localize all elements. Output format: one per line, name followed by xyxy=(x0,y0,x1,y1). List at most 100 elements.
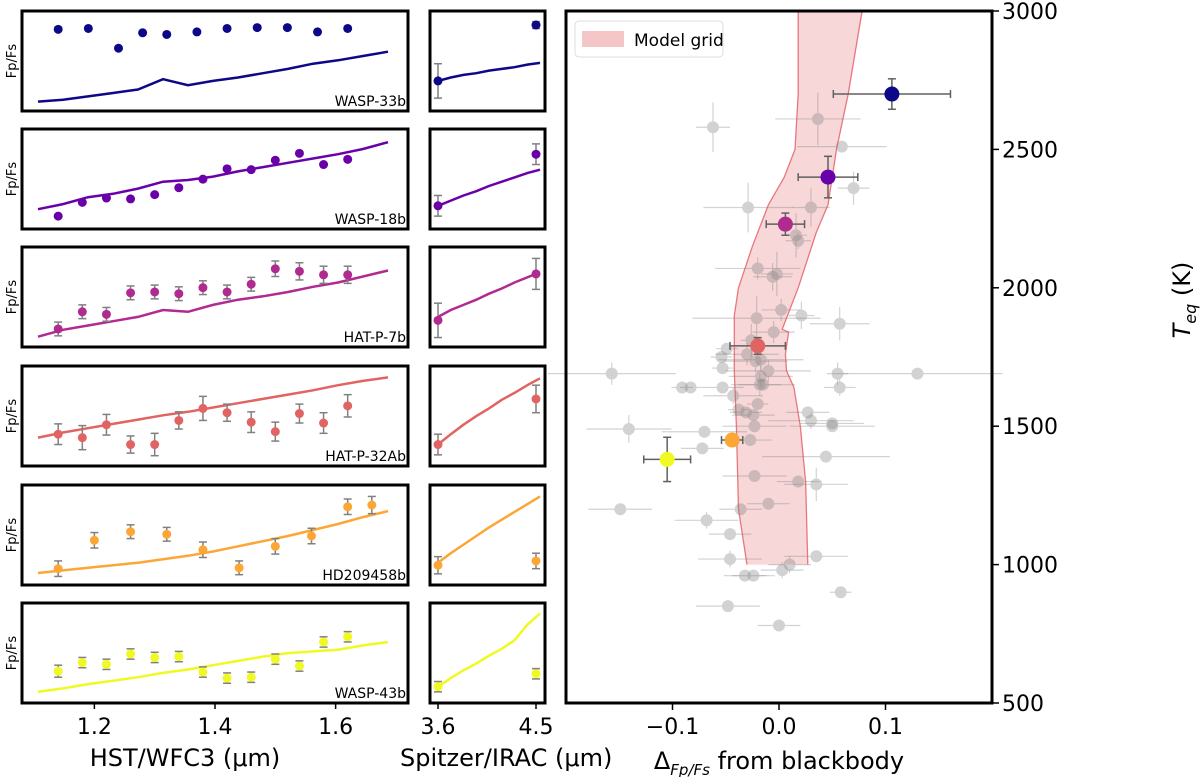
hst-data-point xyxy=(77,433,87,443)
spitzer-x-tick-label: 4.5 xyxy=(519,715,554,740)
hst-data-point xyxy=(319,637,329,647)
hst-data-point xyxy=(294,266,304,276)
hst-model-line xyxy=(37,509,389,575)
hst-x-tick-label: 1.6 xyxy=(318,715,353,740)
point-marker xyxy=(762,497,775,510)
point-marker xyxy=(721,600,734,613)
hst-data-point xyxy=(150,190,160,200)
background-point xyxy=(701,381,744,394)
hst-data-point xyxy=(270,541,280,551)
hst-data-point xyxy=(367,500,377,510)
background-point xyxy=(731,378,795,391)
hst-data-point xyxy=(138,28,148,38)
background-point xyxy=(747,497,790,510)
hst-data-point xyxy=(150,652,160,662)
highlight-point-wasp-43b xyxy=(642,436,692,483)
hst-panel-frame xyxy=(20,483,410,587)
spitzer-x-axis-label: Spitzer/IRAC (μm) xyxy=(400,744,612,772)
hst-data-point xyxy=(313,27,323,37)
spitzer-model-line xyxy=(437,495,541,564)
point-marker xyxy=(831,367,844,380)
highlight-point-hat-p-32ab xyxy=(729,336,787,355)
hst-model-line xyxy=(37,269,389,338)
x-tick-label: 0.0 xyxy=(762,715,797,740)
point-marker xyxy=(724,432,740,448)
hst-data-point xyxy=(319,418,329,428)
hst-data-point xyxy=(198,667,208,677)
point-marker xyxy=(811,112,824,125)
hst-data-point xyxy=(222,164,232,174)
background-point xyxy=(830,586,852,599)
y-axis-label: Fp/Fs xyxy=(5,44,20,79)
y-axis-ticks: 500 1000 1500 2000 2500 3000 xyxy=(992,0,1058,717)
spitzer-data-point xyxy=(531,149,541,159)
background-point xyxy=(788,301,815,330)
background-point xyxy=(826,362,849,385)
background-point xyxy=(728,365,793,388)
point-marker xyxy=(762,364,775,377)
background-point xyxy=(753,262,792,291)
hst-data-point xyxy=(222,673,232,683)
legend-label-model-grid: Model grid xyxy=(634,31,724,51)
background-point xyxy=(784,467,849,501)
background-point xyxy=(692,296,821,341)
background-point xyxy=(832,367,1003,380)
background-point xyxy=(723,569,767,582)
background-point xyxy=(757,619,801,632)
legend-box xyxy=(574,20,724,58)
hst-data-point xyxy=(307,531,316,541)
point-marker xyxy=(767,326,780,339)
hst-data-point xyxy=(126,440,136,450)
hst-data-point xyxy=(234,563,244,573)
hst-data-point xyxy=(101,309,111,319)
hst-data-point xyxy=(319,160,329,170)
hst-data-point xyxy=(126,527,136,537)
hst-data-point xyxy=(246,279,256,289)
background-point xyxy=(728,434,772,447)
planet-label: WASP-33b xyxy=(335,94,407,110)
point-marker xyxy=(716,381,729,394)
point-marker xyxy=(792,475,805,488)
panel-hd209458b: HD209458b Fp/Fs xyxy=(5,483,547,587)
hst-data-point xyxy=(270,654,280,664)
point-marker xyxy=(738,569,751,582)
point-marker xyxy=(884,86,900,102)
point-marker xyxy=(810,478,823,491)
background-point xyxy=(797,140,887,153)
panel-hat-p-32ab: HAT-P-32Ab Fp/Fs xyxy=(5,364,547,468)
background-point xyxy=(768,412,854,429)
point-marker xyxy=(783,558,796,571)
spitzer-data-point xyxy=(531,20,541,30)
x-tick-label: −0.1 xyxy=(646,715,699,740)
hst-data-point xyxy=(198,545,208,555)
point-marker xyxy=(751,262,764,275)
point-marker xyxy=(696,442,709,455)
spitzer-model-line xyxy=(437,168,541,207)
hst-model-line xyxy=(37,640,389,694)
hst-data-point xyxy=(150,440,160,450)
background-point xyxy=(760,251,793,297)
hst-data-point xyxy=(198,283,208,293)
point-marker xyxy=(715,351,728,363)
y-axis-label: Fp/Fs xyxy=(5,636,20,671)
background-point xyxy=(715,257,801,280)
hst-data-point xyxy=(174,652,184,662)
hst-data-point xyxy=(174,415,184,425)
hst-data-point xyxy=(343,270,353,280)
background-point xyxy=(785,232,811,250)
point-marker xyxy=(750,312,763,325)
legend-swatch-model-grid xyxy=(582,31,624,47)
hst-data-point xyxy=(222,408,232,418)
hst-data-point xyxy=(53,211,63,221)
background-point xyxy=(681,442,724,455)
background-point xyxy=(586,415,672,443)
hst-panel-frame xyxy=(20,127,410,231)
point-marker xyxy=(750,338,766,354)
spitzer-model-line xyxy=(437,377,541,446)
background-point xyxy=(588,503,653,516)
background-point xyxy=(738,373,782,396)
background-point xyxy=(730,406,762,419)
hst-x-axis-label: HST/WFC3 (μm) xyxy=(90,744,281,772)
background-point xyxy=(761,450,890,463)
y-axis-label: Fp/Fs xyxy=(5,518,20,553)
